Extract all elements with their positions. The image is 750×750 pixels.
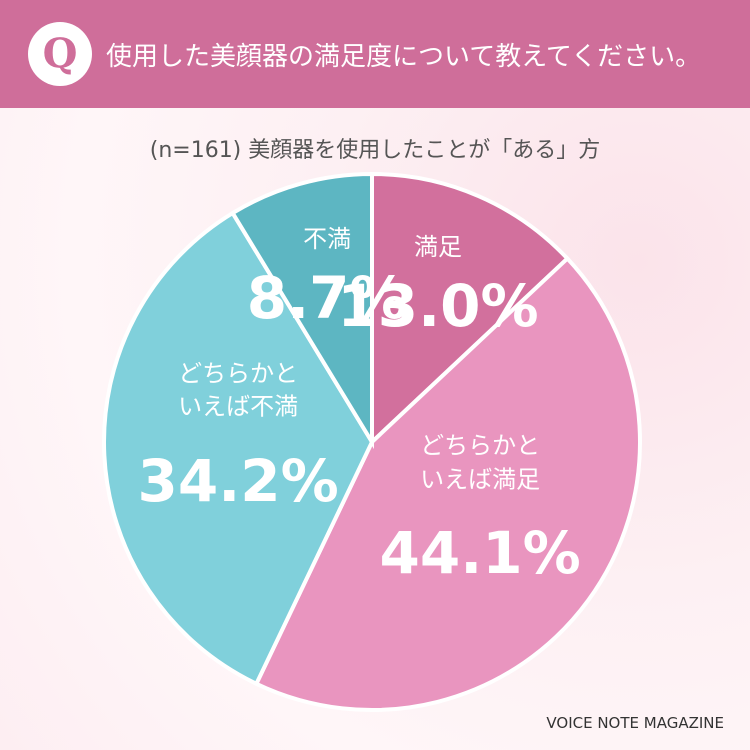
slice-label: 満足 xyxy=(413,232,462,261)
subtitle: (n=161) 美顔器を使用したことが「ある」方 xyxy=(149,138,601,163)
slice-value: 44.1% xyxy=(379,519,581,588)
slice-value: 34.2% xyxy=(137,446,339,515)
pie-slice xyxy=(229,171,374,450)
slice-label: どちらかといえば満足 xyxy=(420,431,541,494)
header-bar: Q 使用した美顔器の満足度について教えてください。 xyxy=(0,0,750,108)
slice-value: 13.0% xyxy=(337,271,539,340)
slice-value: 8.7% xyxy=(246,264,408,332)
pie-slice xyxy=(102,210,375,687)
slice-label: どちらかといえば不満 xyxy=(178,359,299,421)
q-badge: Q xyxy=(28,22,92,86)
pie-slice xyxy=(370,171,571,447)
source: VOICE NOTE MAGAZINE xyxy=(546,714,724,732)
question: 使用した美顔器の満足度について教えてください。 xyxy=(106,42,702,72)
pie-slice xyxy=(253,255,643,712)
slice-label: 不満 xyxy=(303,225,352,254)
